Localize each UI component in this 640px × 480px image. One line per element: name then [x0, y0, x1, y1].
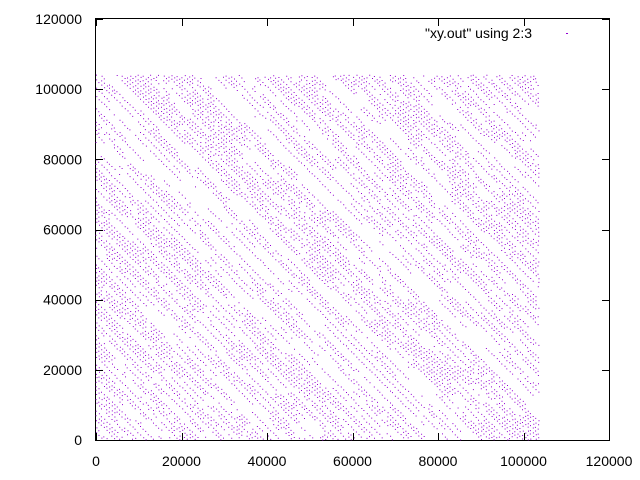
x-tick-labels: 0 20000 40000 60000 80000 100000 120000 — [92, 453, 632, 469]
y-tick-label: 100000 — [35, 81, 82, 97]
legend-label: "xy.out" using 2:3 — [425, 25, 532, 41]
plot-frame — [95, 18, 610, 441]
legend: "xy.out" using 2:3 — [425, 25, 568, 41]
data-points — [95, 74, 540, 441]
x-tick-label: 100000 — [500, 453, 547, 469]
y-tick-label: 80000 — [43, 151, 82, 167]
x-tick-label: 80000 — [419, 453, 458, 469]
x-tick-label: 120000 — [586, 453, 633, 469]
y-tick-label: 0 — [74, 432, 82, 448]
x-tick-label: 60000 — [333, 453, 372, 469]
x-tick-label: 0 — [92, 453, 100, 469]
y-tick-label: 120000 — [35, 11, 82, 27]
axis-ticks — [96, 19, 610, 441]
x-tick-label: 40000 — [248, 453, 287, 469]
scatter-points — [95, 74, 540, 441]
x-tick-label: 20000 — [162, 453, 201, 469]
y-tick-label: 60000 — [43, 222, 82, 238]
y-tick-label: 20000 — [43, 362, 82, 378]
y-tick-label: 40000 — [43, 292, 82, 308]
y-tick-labels: 0 20000 40000 60000 80000 100000 120000 — [35, 11, 82, 448]
